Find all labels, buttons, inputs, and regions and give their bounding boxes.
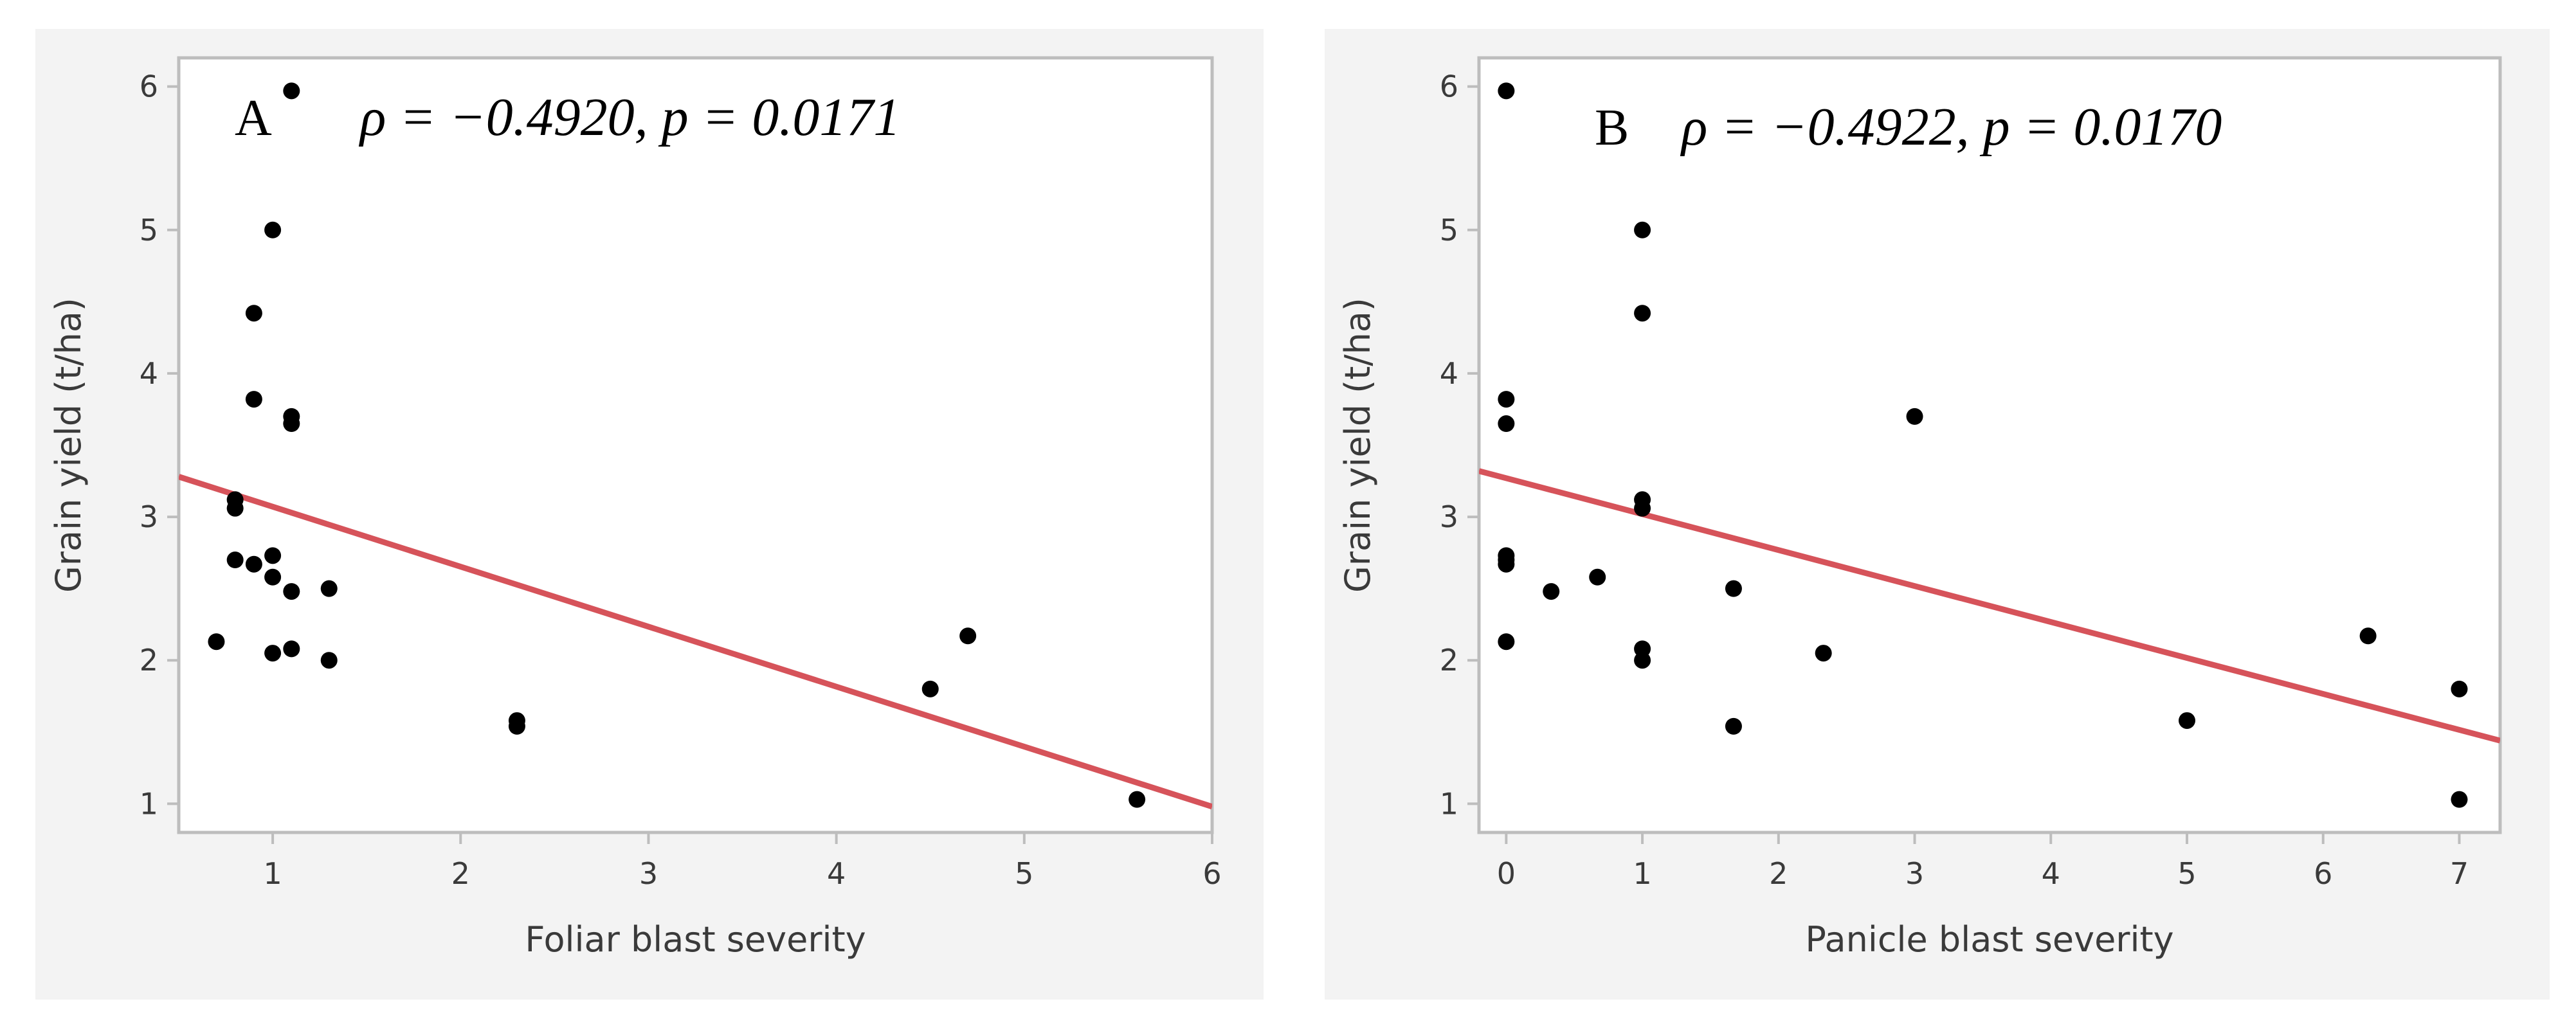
chart-b-data-point (1498, 391, 1515, 408)
chart-a-data-point (959, 627, 977, 645)
chart-b-data-point (2359, 627, 2377, 645)
chart-b-panel-label: B (1595, 100, 1629, 156)
chart-a-data-point (245, 555, 262, 573)
chart-b-data-point (1725, 717, 1742, 735)
chart-a-data-point (245, 391, 262, 408)
chart-b-data-point (1634, 499, 1651, 517)
chart-b-data-point (1498, 82, 1515, 100)
chart-a-data-point (283, 640, 300, 658)
chart-a-y-tick-label: 5 (140, 213, 158, 247)
chart-a-x-axis-label: Foliar blast severity (525, 919, 866, 960)
chart-b-x-tick-label: 0 (1497, 856, 1516, 891)
chart-a-x-tick-label: 3 (639, 856, 658, 891)
chart-a-data-point (264, 221, 282, 238)
chart-a-data-point (245, 305, 262, 322)
chart-b-correlation-annotation: ρ = −0.4922, p = 0.0170 (1680, 97, 2222, 157)
chart-b-x-tick-label: 4 (2042, 856, 2060, 891)
chart-b-x-tick-label: 2 (1769, 856, 1788, 891)
chart-a-x-tick-label: 5 (1015, 856, 1033, 891)
chart-a-data-point (283, 583, 300, 600)
chart-b-x-axis-label: Panicle blast severity (1805, 919, 2173, 960)
chart-b-y-axis-label: Grain yield (t/ha) (1338, 298, 1378, 593)
chart-b-data-point (1634, 221, 1651, 238)
chart-b-x-tick-label: 7 (2450, 856, 2469, 891)
chart-a-panel-label: A (235, 90, 272, 147)
chart-b-data-point (1543, 583, 1560, 600)
chart-b-data-point (1498, 555, 1515, 573)
chart-b-data-point (1906, 408, 1923, 425)
chart-b-data-point (2451, 680, 2468, 697)
chart-a-data-point (264, 547, 282, 564)
chart-a-plot-area (177, 56, 1214, 834)
chart-a-data-point (264, 568, 282, 586)
chart-a-x-tick-label: 1 (263, 856, 282, 891)
chart-a-y-tick-label: 3 (140, 499, 158, 534)
chart-b-y-tick-label: 3 (1440, 499, 1458, 534)
chart-a-data-point (226, 499, 244, 517)
chart-a-x-tick-label: 6 (1202, 856, 1221, 891)
chart-a-data-point (283, 82, 300, 100)
chart-b-y-tick-label: 1 (1440, 786, 1458, 821)
chart-b-data-point (1634, 652, 1651, 669)
chart-a-x-tick-label: 2 (451, 856, 470, 891)
chart-b-y-tick-label: 6 (1440, 69, 1458, 104)
chart-a-data-point (264, 645, 282, 662)
chart-a-y-tick-label: 1 (140, 786, 158, 821)
chart-a-data-point (208, 633, 225, 651)
chart-b-regression-line (1479, 468, 2500, 744)
chart-b-data-point (1589, 568, 1606, 586)
chart-b-data-point (1815, 645, 1832, 662)
chart-b-y-tick-label: 5 (1440, 213, 1458, 247)
chart-a-x-tick-label: 4 (827, 856, 846, 891)
chart-a-data-point (921, 680, 939, 697)
chart-a-data-point (1129, 791, 1146, 808)
chart-b-data-point (1498, 415, 1515, 433)
chart-b-data-point (2451, 791, 2468, 808)
chart-b-y-tick-label: 2 (1440, 643, 1458, 678)
chart-b-data-point (1498, 633, 1515, 651)
chart-b-x-tick-label: 1 (1633, 856, 1651, 891)
chart-a-data-point (320, 580, 338, 597)
chart-a-correlation-annotation: ρ = −0.4920, p = 0.0171 (358, 87, 900, 147)
chart-b-data-point (1725, 580, 1742, 597)
chart-b-plot-area (1477, 56, 2502, 834)
chart-a-y-tick-label: 4 (140, 356, 158, 391)
chart-b-data-point (2179, 712, 2196, 729)
chart-b-x-tick-label: 3 (1905, 856, 1924, 891)
chart-a-y-axis-label: Grain yield (t/ha) (48, 298, 89, 593)
chart-b-x-tick-label: 6 (2314, 856, 2332, 891)
chart-a-data-point (226, 552, 244, 569)
chart-b-data-point (1634, 305, 1651, 322)
chart-a-regression-line (179, 474, 1212, 810)
chart-a-y-tick-label: 2 (140, 643, 158, 678)
chart-a-y-tick-label: 6 (140, 69, 158, 104)
chart-a-data-point (283, 415, 300, 433)
chart-b-x-tick-label: 5 (2177, 856, 2196, 891)
chart-a-data-point (508, 717, 525, 735)
chart-b-y-tick-label: 4 (1440, 356, 1458, 391)
chart-b-data-point (1634, 640, 1651, 658)
chart-a-data-point (320, 652, 338, 669)
